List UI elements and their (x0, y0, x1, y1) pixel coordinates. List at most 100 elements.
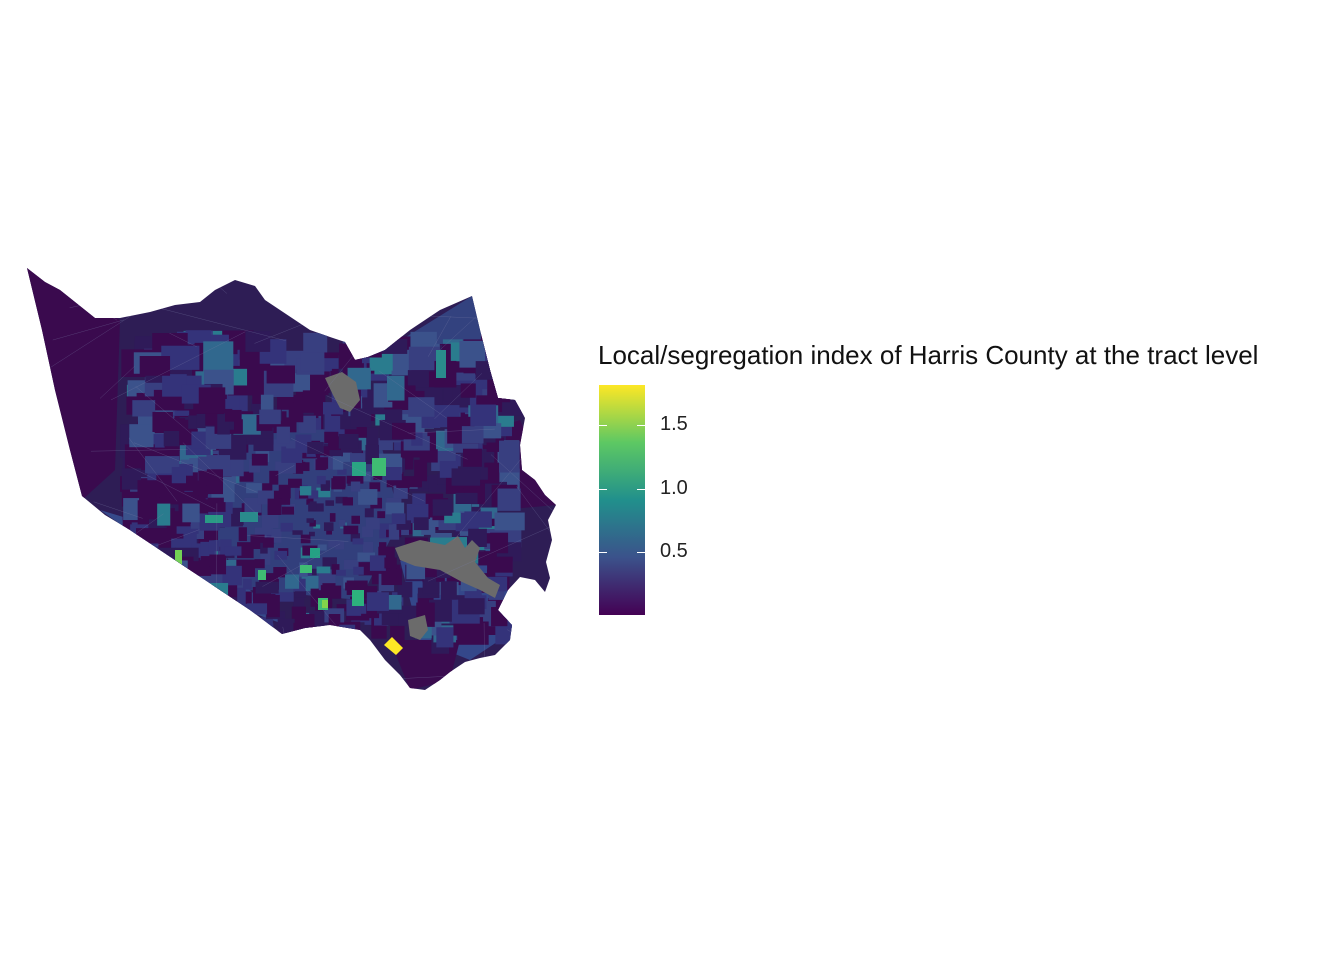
tract (135, 528, 168, 544)
tract (300, 415, 316, 434)
tract-high-index (372, 458, 386, 476)
tract (364, 508, 374, 518)
tract (126, 565, 157, 581)
tract (309, 520, 316, 527)
tract (461, 426, 484, 444)
tract (208, 540, 220, 552)
tract (152, 621, 173, 638)
tract (494, 512, 525, 531)
tract-boundary (160, 268, 228, 294)
tract (178, 589, 192, 605)
tract (339, 624, 356, 637)
tract (288, 478, 302, 488)
tract (489, 354, 519, 375)
tract-boundary (516, 486, 556, 564)
tract (491, 607, 508, 627)
tract (417, 593, 434, 604)
tract-boundary (68, 507, 94, 531)
tract (256, 617, 273, 631)
tract (350, 481, 361, 492)
tract (328, 614, 341, 632)
legend-tick-mark (637, 488, 645, 490)
tract-boundary (133, 442, 257, 493)
tract (324, 431, 339, 444)
tract (389, 564, 397, 578)
tract-boundary (282, 626, 298, 690)
tract (122, 588, 158, 616)
tract (408, 397, 435, 417)
tract (254, 559, 265, 569)
tract (122, 568, 157, 585)
tract (392, 422, 416, 440)
tract (162, 374, 187, 397)
tract-region-west (27, 268, 120, 500)
tract (302, 545, 318, 556)
tract (375, 414, 391, 426)
tract (388, 594, 402, 610)
tract (331, 478, 346, 490)
tract (497, 488, 521, 511)
tract (322, 402, 344, 415)
tract (224, 546, 242, 556)
tract-high-index (205, 515, 223, 523)
tract (308, 490, 319, 499)
tract (301, 575, 319, 591)
tract (175, 589, 191, 608)
tract (121, 468, 142, 490)
tract-high-index (240, 512, 258, 522)
tract (323, 522, 334, 531)
tract-high-index (310, 548, 320, 558)
tract (275, 461, 296, 474)
tract (318, 544, 327, 551)
tract (206, 469, 223, 495)
tract (207, 497, 224, 516)
tract-boundary (51, 513, 164, 594)
legend-tick-label: 0.5 (660, 539, 688, 562)
tract (339, 519, 346, 527)
tract (266, 365, 296, 384)
tract (278, 484, 291, 499)
tract (458, 598, 485, 615)
legend-tick-mark (637, 425, 645, 427)
tract (309, 501, 317, 511)
tract (170, 574, 189, 597)
tract-high-index (258, 570, 266, 580)
tract-boundary (169, 332, 197, 347)
tract-high-index (352, 462, 366, 476)
tract (161, 608, 190, 633)
tract (317, 457, 329, 469)
tract (158, 606, 184, 635)
tract (134, 607, 165, 631)
tract (378, 546, 395, 558)
tract (385, 502, 405, 515)
tract (299, 486, 312, 496)
tract (149, 599, 165, 625)
tract (262, 537, 274, 548)
tract-boundary (427, 520, 556, 582)
tract (173, 614, 200, 631)
tract (440, 581, 457, 604)
tract (384, 467, 402, 481)
tract-boundary (93, 501, 143, 519)
tract (276, 426, 290, 444)
tract (298, 462, 310, 472)
tract (157, 503, 171, 526)
tract-boundary (110, 331, 246, 401)
tract (170, 600, 201, 617)
tract (316, 487, 331, 498)
tract (365, 517, 380, 530)
tract (336, 569, 346, 576)
tract (149, 552, 165, 573)
tract (350, 408, 372, 428)
tract-high-index (436, 350, 446, 378)
tract (343, 525, 359, 535)
tract (128, 579, 155, 595)
legend-tick-label: 1.0 (660, 476, 688, 499)
tract (436, 627, 454, 648)
tract (205, 627, 223, 642)
tract (201, 598, 226, 615)
tract-boundary (31, 453, 63, 463)
tract (362, 526, 374, 537)
tract (128, 572, 158, 605)
tract (490, 532, 509, 554)
